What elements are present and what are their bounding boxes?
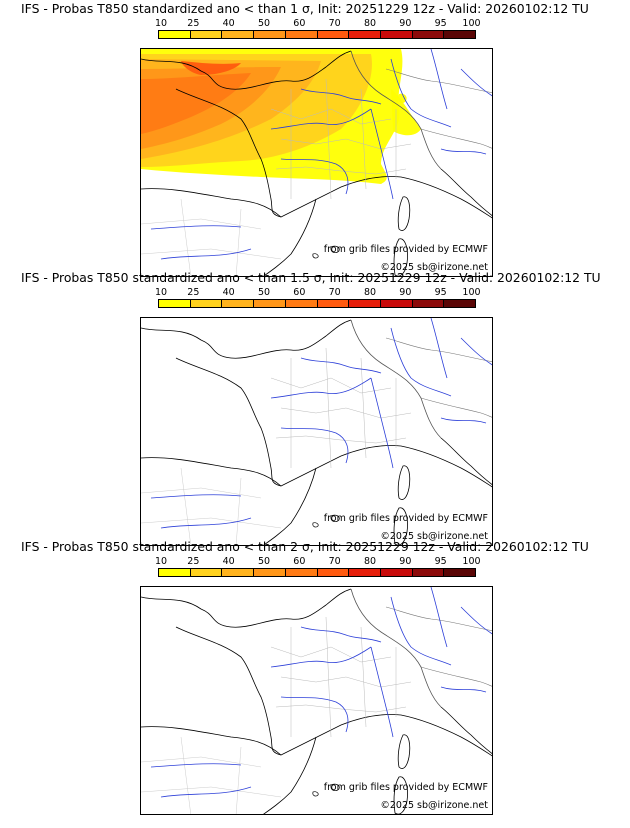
legend-swatch bbox=[444, 31, 476, 38]
map-canvas bbox=[141, 49, 492, 276]
legend-swatch bbox=[380, 31, 413, 38]
data-credit: from grib files provided by ECMWF bbox=[323, 244, 488, 255]
legend-tick-label: 10 bbox=[154, 287, 168, 298]
legend-bar bbox=[158, 299, 476, 308]
data-credit: from grib files provided by ECMWF bbox=[323, 513, 488, 524]
legend-tick-label: 100 bbox=[462, 287, 481, 298]
probability-map: from grib files provided by ECMWF ©2025 … bbox=[140, 48, 493, 277]
copyright-credit: ©2025 sb@irizone.net bbox=[380, 531, 488, 542]
legend-tick-label: 70 bbox=[328, 18, 341, 29]
probability-map: from grib files provided by ECMWF ©2025 … bbox=[140, 317, 493, 546]
legend-tick-label: 90 bbox=[399, 18, 412, 29]
legend-bar bbox=[158, 568, 476, 577]
panel-title: IFS - Probas T850 standardized ano < tha… bbox=[21, 1, 589, 16]
legend-tick-label: 90 bbox=[399, 556, 412, 567]
legend-swatch bbox=[285, 300, 318, 307]
prob-zone-10-east bbox=[391, 89, 421, 136]
legend-swatch bbox=[254, 31, 286, 38]
legend-tick-label: 95 bbox=[434, 556, 447, 567]
legend-tick-label: 25 bbox=[187, 18, 200, 29]
legend-swatch bbox=[222, 569, 255, 576]
map-canvas bbox=[141, 587, 492, 814]
probability-map: from grib files provided by ECMWF ©2025 … bbox=[140, 586, 493, 815]
data-credit: from grib files provided by ECMWF bbox=[323, 782, 488, 793]
legend-swatch bbox=[412, 569, 445, 576]
color-legend: 10 25 40 50 60 70 80 90 95 100 bbox=[154, 287, 481, 311]
legend-swatch bbox=[190, 569, 223, 576]
legend-ticks: 10 25 40 50 60 70 80 90 95 100 bbox=[154, 18, 481, 30]
legend-bar bbox=[158, 30, 476, 39]
legend-swatch bbox=[380, 569, 413, 576]
legend-swatch bbox=[254, 300, 286, 307]
legend-swatch bbox=[412, 300, 445, 307]
legend-tick-label: 80 bbox=[363, 556, 377, 567]
legend-swatch bbox=[349, 300, 381, 307]
legend-swatch bbox=[159, 31, 191, 38]
legend-tick-label: 40 bbox=[222, 556, 235, 567]
panel-title: IFS - Probas T850 standardized ano < tha… bbox=[21, 539, 589, 554]
legend-swatch bbox=[190, 31, 223, 38]
legend-swatch bbox=[444, 569, 476, 576]
legend-tick-label: 40 bbox=[222, 287, 235, 298]
legend-tick-label: 80 bbox=[363, 18, 377, 29]
legend-swatch bbox=[317, 569, 350, 576]
prob-zone-70 bbox=[181, 61, 241, 75]
legend-tick-label: 60 bbox=[293, 287, 306, 298]
legend-tick-label: 40 bbox=[222, 18, 235, 29]
legend-ticks: 10 25 40 50 60 70 80 90 95 100 bbox=[154, 556, 481, 568]
legend-swatch bbox=[285, 31, 318, 38]
legend-swatch bbox=[444, 300, 476, 307]
legend-swatch bbox=[190, 300, 223, 307]
panel-title: IFS - Probas T850 standardized ano < tha… bbox=[21, 270, 601, 285]
legend-tick-label: 50 bbox=[257, 18, 271, 29]
legend-tick-label: 25 bbox=[187, 287, 200, 298]
map-panel-2: IFS - Probas T850 standardized ano < tha… bbox=[0, 269, 630, 546]
legend-tick-label: 10 bbox=[154, 556, 168, 567]
legend-tick-label: 95 bbox=[434, 287, 447, 298]
legend-swatch bbox=[317, 31, 350, 38]
legend-swatch bbox=[412, 31, 445, 38]
legend-ticks: 10 25 40 50 60 70 80 90 95 100 bbox=[154, 287, 481, 299]
color-legend: 10 25 40 50 60 70 80 90 95 100 bbox=[154, 556, 481, 580]
legend-swatch bbox=[349, 569, 381, 576]
legend-swatch bbox=[285, 569, 318, 576]
prob-zone-10-spot bbox=[398, 93, 407, 104]
prob-zone-60 bbox=[141, 73, 251, 134]
map-panel-1: IFS - Probas T850 standardized ano < tha… bbox=[0, 0, 630, 277]
legend-tick-label: 100 bbox=[462, 18, 481, 29]
color-legend: 10 25 40 50 60 70 80 90 95 100 bbox=[154, 18, 481, 42]
legend-tick-label: 60 bbox=[293, 556, 306, 567]
copyright-credit: ©2025 sb@irizone.net bbox=[380, 262, 488, 273]
legend-swatch bbox=[222, 31, 255, 38]
legend-tick-label: 100 bbox=[462, 556, 481, 567]
legend-tick-label: 50 bbox=[257, 287, 271, 298]
legend-tick-label: 95 bbox=[434, 18, 447, 29]
legend-swatch bbox=[317, 300, 350, 307]
legend-swatch bbox=[254, 569, 286, 576]
legend-tick-label: 10 bbox=[154, 18, 168, 29]
copyright-credit: ©2025 sb@irizone.net bbox=[380, 800, 488, 811]
legend-tick-label: 80 bbox=[363, 287, 377, 298]
legend-tick-label: 70 bbox=[328, 287, 341, 298]
legend-swatch bbox=[222, 300, 255, 307]
legend-tick-label: 90 bbox=[399, 287, 412, 298]
map-canvas bbox=[141, 318, 492, 545]
legend-swatch bbox=[349, 31, 381, 38]
legend-swatch bbox=[159, 569, 191, 576]
map-panel-3: IFS - Probas T850 standardized ano < tha… bbox=[0, 538, 630, 815]
legend-tick-label: 70 bbox=[328, 556, 341, 567]
legend-swatch bbox=[159, 300, 191, 307]
legend-tick-label: 50 bbox=[257, 556, 271, 567]
legend-tick-label: 60 bbox=[293, 18, 306, 29]
legend-swatch bbox=[380, 300, 413, 307]
legend-tick-label: 25 bbox=[187, 556, 200, 567]
probability-field bbox=[141, 49, 421, 184]
